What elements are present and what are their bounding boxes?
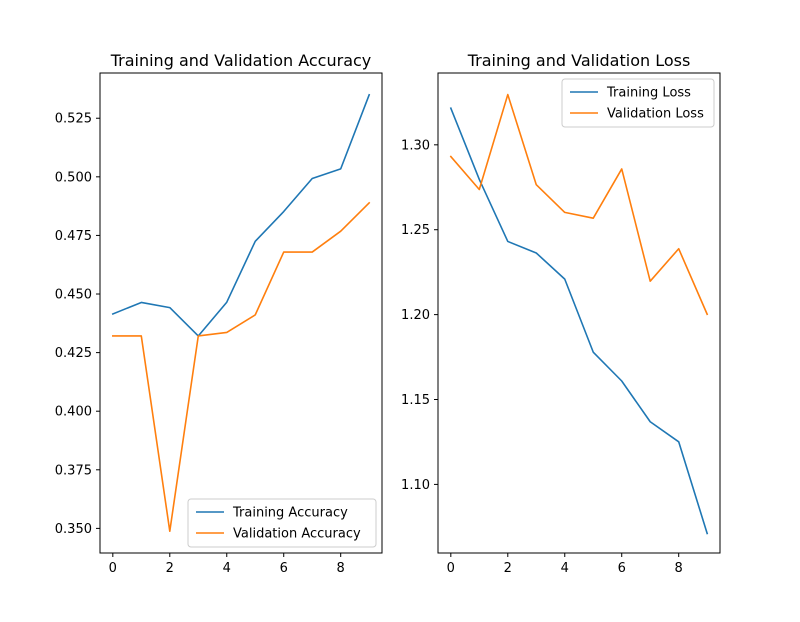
accuracy-subplot: Training and Validation Accuracy 0 2 4 6 8 0.… — [55, 51, 383, 576]
loss-series-layer — [449, 93, 709, 535]
accuracy-x-tick-label: 0 — [109, 561, 117, 576]
loss-x-tick-label: 8 — [675, 561, 683, 576]
accuracy-plot-frame — [99, 72, 383, 554]
accuracy-y-tick-label: 0.525 — [55, 112, 92, 127]
accuracy-y-tick-label: 0.475 — [55, 229, 92, 244]
accuracy-x-tick-label: 4 — [223, 561, 231, 576]
loss-x-tick-label: 4 — [561, 561, 569, 576]
accuracy-legend-box — [187, 498, 377, 548]
loss-y-tick-label: 1.30 — [401, 138, 430, 153]
accuracy-ticks: 0 2 4 6 8 0.350 0.375 0.400 0.425 0.450 0.475 0.500… — [55, 112, 345, 576]
training-loss-legend-label: Training Loss — [606, 86, 691, 101]
accuracy-chart-title: Training and Validation Accuracy — [110, 51, 372, 70]
training-loss-line — [449, 107, 709, 535]
loss-y-tick-label: 1.15 — [401, 393, 430, 408]
loss-x-tick-label: 0 — [447, 561, 455, 576]
validation-accuracy-line — [112, 201, 371, 533]
loss-legend-box — [561, 78, 715, 128]
accuracy-y-tick-label: 0.500 — [55, 170, 92, 185]
loss-y-tick-label: 1.20 — [401, 308, 430, 323]
validation-accuracy-legend-label: Validation Accuracy — [233, 527, 361, 542]
loss-y-tick-label: 1.10 — [401, 478, 430, 493]
accuracy-x-tick-label: 2 — [166, 561, 174, 576]
accuracy-y-tick-label: 0.375 — [55, 463, 92, 478]
accuracy-y-tick-label: 0.350 — [55, 522, 92, 537]
loss-subplot: Training and Validation Loss 0 2 4 6 8 1.10 1.… — [401, 51, 721, 576]
accuracy-y-tick-label: 0.400 — [55, 405, 92, 420]
validation-loss-line — [449, 93, 709, 316]
accuracy-y-tick-label: 0.425 — [55, 346, 92, 361]
loss-ticks: 0 2 4 6 8 1.10 1.15 1.20 1.25 1.30 — [401, 138, 683, 576]
accuracy-x-tick-label: 6 — [280, 561, 288, 576]
loss-x-tick-label: 2 — [504, 561, 512, 576]
loss-legend: Training Loss Validation Loss — [561, 78, 715, 128]
accuracy-x-tick-label: 8 — [337, 561, 345, 576]
accuracy-y-tick-label: 0.450 — [55, 288, 92, 303]
training-accuracy-legend-label: Training Accuracy — [232, 506, 348, 521]
loss-y-tick-label: 1.25 — [401, 223, 430, 238]
accuracy-legend: Training Accuracy Validation Accuracy — [187, 498, 377, 548]
validation-loss-legend-label: Validation Loss — [607, 107, 704, 122]
training-accuracy-line — [111, 93, 371, 337]
accuracy-series-layer — [111, 93, 371, 533]
loss-chart-title: Training and Validation Loss — [467, 51, 691, 70]
loss-plot-frame — [437, 72, 721, 554]
loss-x-tick-label: 6 — [618, 561, 626, 576]
